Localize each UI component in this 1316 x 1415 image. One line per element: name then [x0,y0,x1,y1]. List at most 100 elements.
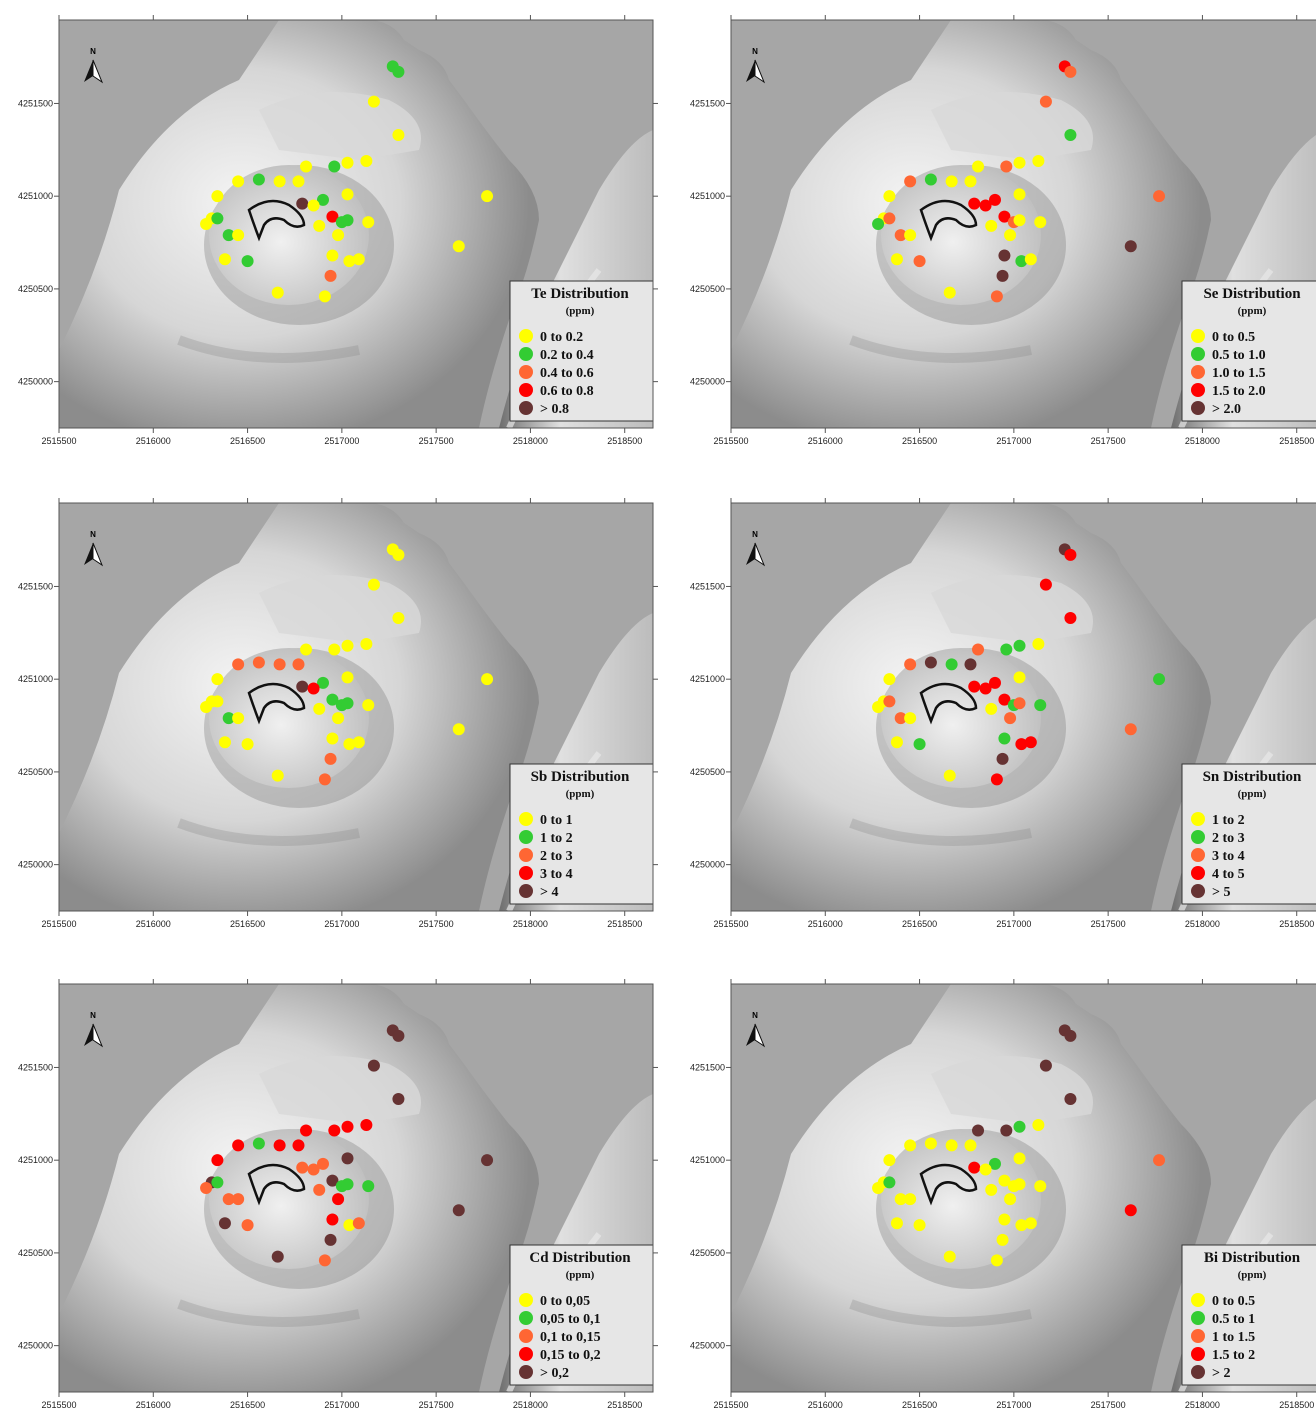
sample-point [274,1139,286,1151]
legend-swatch [1191,1329,1205,1343]
x-tick-label: 2517500 [1091,919,1126,929]
x-tick-label: 2516500 [902,1400,937,1410]
sample-point [211,695,223,707]
sample-point [904,658,916,670]
sample-point [300,161,312,173]
sample-point [904,229,916,241]
sample-point [353,1217,365,1229]
legend-swatch [1191,830,1205,844]
x-tick-label: 2518500 [1279,919,1314,929]
sample-point [946,1139,958,1151]
y-tick-label: 4250000 [18,377,53,387]
sample-point [253,173,265,185]
y-tick-label: 4250500 [18,767,53,777]
sample-point [453,1204,465,1216]
y-tick-label: 4251000 [18,191,53,201]
legend: Bi Distribution(ppm)0 to 0.50.5 to 11 to… [1182,1245,1316,1385]
y-tick-label: 4251500 [690,98,725,108]
north-label: N [752,1011,758,1020]
legend-title: Se Distribution [1203,286,1301,302]
y-tick-label: 4250000 [18,860,53,870]
page: {"axes": {"xlim": [2515500, 2518650], "y… [0,0,1316,1415]
x-tick-label: 2516000 [808,919,843,929]
x-tick-label: 2517000 [324,1400,359,1410]
x-tick-label: 2517000 [324,919,359,929]
x-tick-label: 2517500 [1091,1400,1126,1410]
sample-point [1004,1193,1016,1205]
x-tick-label: 2518000 [513,436,548,446]
sample-point [392,1030,404,1042]
legend-swatch [519,884,533,898]
legend-unit: (ppm) [566,305,595,317]
sample-point [1040,1060,1052,1072]
legend-unit: (ppm) [1238,788,1267,800]
legend-label: > 2 [1212,1366,1230,1381]
sample-point [325,753,337,765]
sample-point [991,773,1003,785]
y-tick-label: 4251000 [690,1155,725,1165]
sample-point [296,198,308,210]
x-tick-label: 2517000 [996,436,1031,446]
sample-point [392,129,404,141]
legend-label: 1 to 2 [1212,813,1245,828]
sample-point [362,1180,374,1192]
legend-label: 0.5 to 1.0 [1212,348,1266,363]
sample-point [1025,253,1037,265]
sample-point [1064,66,1076,78]
sample-point [925,656,937,668]
x-tick-label: 2516500 [230,436,265,446]
north-label: N [752,47,758,56]
legend-label: 0.4 to 0.6 [540,366,594,381]
x-tick-label: 2518500 [1279,436,1314,446]
sample-point [1032,638,1044,650]
y-tick-label: 4250500 [690,1248,725,1258]
map-panel: NSb Distribution(ppm)0 to 11 to 22 to 33… [18,498,658,929]
sample-point [1153,673,1165,685]
x-tick-label: 2517000 [996,1400,1031,1410]
sample-point [891,253,903,265]
x-tick-label: 2518500 [607,1400,642,1410]
sample-point [972,644,984,656]
legend-label: 0.2 to 0.4 [540,348,594,363]
north-label: N [90,1011,96,1020]
x-tick-label: 2517500 [419,919,454,929]
sample-point [998,250,1010,262]
sample-point [332,712,344,724]
legend-label: 0 to 1 [540,813,573,828]
sample-point [200,218,212,230]
legend-title: Te Distribution [531,286,629,302]
sample-point [392,612,404,624]
sample-point [481,1154,493,1166]
y-tick-label: 4250500 [18,284,53,294]
sample-point [328,644,340,656]
sample-point [392,1093,404,1105]
sample-point [1014,157,1026,169]
legend-label: 1.0 to 1.5 [1212,366,1266,381]
legend-swatch [1191,884,1205,898]
sample-point [326,733,338,745]
legend-label: 0 to 0.5 [1212,330,1255,345]
map-panel: N Bi Distribution(ppm)0 to 0.50.5 to 11 t… [690,979,1316,1410]
y-tick-label: 4250000 [690,860,725,870]
legend-swatch [519,1365,533,1379]
legend-label: 0.6 to 0.8 [540,384,594,399]
sample-point [342,1152,354,1164]
sample-point [342,697,354,709]
sample-point [342,157,354,169]
y-tick-label: 4251000 [18,1155,53,1165]
x-tick-label: 2516000 [136,1400,171,1410]
sample-point [968,198,980,210]
sample-point [972,161,984,173]
sample-point [883,695,895,707]
sample-point [211,190,223,202]
x-tick-label: 2518000 [1185,436,1220,446]
sample-point [1014,640,1026,652]
sample-point [891,1217,903,1229]
sample-point [964,658,976,670]
sample-point [332,229,344,241]
sample-point [453,240,465,252]
sample-point [453,723,465,735]
sample-point [353,736,365,748]
legend-swatch [519,1293,533,1307]
legend-unit: (ppm) [566,788,595,800]
